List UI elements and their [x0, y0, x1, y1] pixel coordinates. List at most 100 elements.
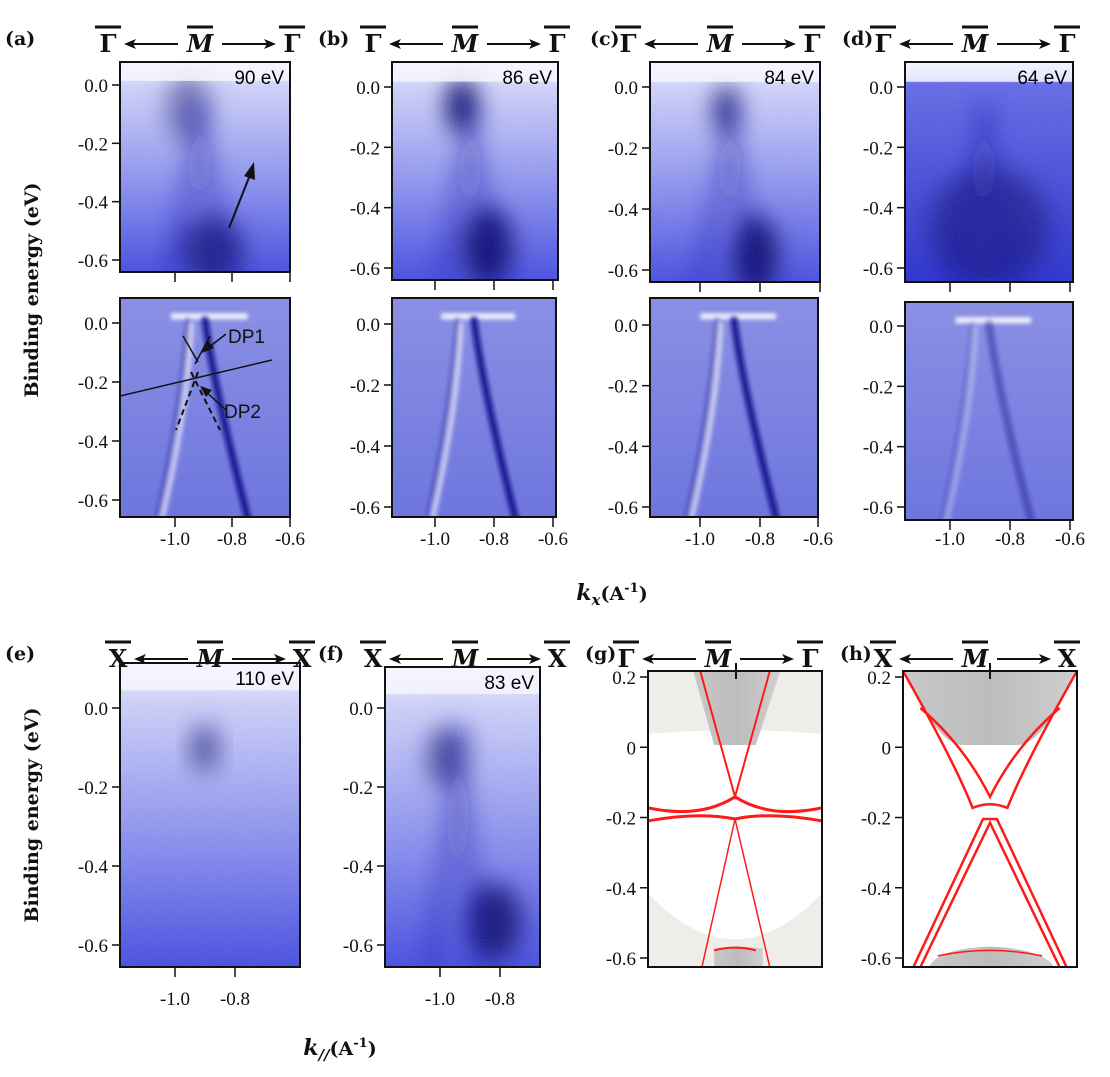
band-line: [426, 317, 460, 517]
x-tick-label: -0.6: [1055, 529, 1085, 550]
panel-d2: 0.0 -0.2 -0.4 -0.6 -1.0 -0.8 -0.6: [863, 301, 1085, 550]
panel-image: [392, 62, 558, 280]
kpar-axis-label: k//(A-1): [303, 1035, 376, 1064]
y-tick-label: -0.2: [343, 778, 373, 799]
y-tick-label: 0: [882, 738, 892, 759]
panel-frame: [119, 61, 291, 273]
arrow-right-icon: [1039, 654, 1051, 664]
y-tick-label: 0.0: [84, 314, 108, 335]
panel-frame: [904, 61, 1074, 283]
panel-frame: [649, 297, 819, 518]
path-start-label: X: [364, 644, 383, 673]
kx-axis-label: kx(A-1): [576, 580, 647, 609]
surface-bands: [903, 671, 1077, 967]
path-end-label: X: [1058, 644, 1077, 673]
y-tick-label: 0.2: [867, 668, 891, 689]
band-line: [919, 707, 1061, 800]
y-tick-label: -0.2: [608, 139, 638, 160]
path-middle-label: M: [961, 29, 990, 58]
fermi-edge-highlight: [700, 313, 776, 320]
y-tick-label: -0.4: [863, 438, 894, 459]
y-tick-label: -0.4: [78, 432, 109, 453]
y-tick-label: -0.6: [78, 491, 108, 512]
photon-energy-label: 84 eV: [764, 68, 814, 89]
fermi-edge-highlight: [171, 313, 248, 320]
panel-image: [648, 671, 822, 967]
arrow-right-icon: [782, 654, 794, 664]
panel-image: [905, 302, 1073, 520]
dp1-arrow-icon: [202, 341, 214, 353]
arrow-left-icon: [899, 654, 911, 664]
path-end-label: Γ: [801, 644, 818, 673]
panel-image: [650, 298, 818, 517]
dp2-label: DP2: [224, 402, 261, 423]
y-tick-label: -0.2: [350, 138, 380, 159]
k-close: ): [368, 1038, 377, 1060]
x-tick-label: -1.0: [425, 989, 455, 1010]
band-line: [903, 671, 1077, 810]
panel-image: [120, 663, 300, 967]
path-middle-label: M: [186, 29, 215, 58]
y-tick-label: -0.6: [78, 251, 108, 272]
path-middle-label: M: [451, 29, 480, 58]
path-start-label: Γ: [99, 29, 116, 58]
bulk-valence-band: [714, 946, 763, 967]
x-tick-label: -0.8: [479, 529, 509, 550]
panel-h: 0.2 0 -0.2 -0.4 -0.6 (h): [840, 643, 1078, 970]
panel-c: 0.0 -0.2 -0.4 -0.6 84 eV (c): [590, 28, 821, 292]
panel-image: [905, 62, 1073, 282]
path-middle-label: M: [706, 29, 735, 58]
y-tick-label: 0.0: [84, 76, 108, 97]
band-line: [919, 819, 1061, 967]
arrow-right-icon: [529, 654, 541, 664]
y-tick-label: -0.6: [608, 261, 638, 282]
panel-d: 0.0 -0.2 -0.4 -0.6 64 eV (d): [842, 28, 1074, 292]
y-tick-label: -0.2: [861, 809, 891, 830]
path-start-label: Γ: [619, 29, 636, 58]
y-tick-label: -0.4: [863, 199, 894, 220]
arrow-right-icon: [1039, 39, 1051, 49]
noise-texture: [905, 62, 1073, 282]
band-lines: [426, 316, 519, 517]
panel-label: (h): [840, 643, 872, 665]
x-tick-label: -0.8: [220, 989, 250, 1010]
y-tick-label: 0.0: [869, 317, 893, 338]
x-tick-label: -0.8: [995, 529, 1025, 550]
y-axis-label: Binding energy (eV): [21, 182, 43, 397]
panel-a: 0.0 -0.2 -0.4 -0.6 90 eV (a): [5, 28, 291, 282]
y-tick-label: 0.0: [349, 699, 373, 720]
y-tick-label: -0.2: [608, 377, 638, 398]
panel-frame: [391, 61, 559, 281]
panel-label: (e): [5, 643, 35, 665]
k-exponent: -1: [624, 581, 638, 596]
y-tick-label: -0.4: [350, 437, 381, 458]
noise-texture: [385, 667, 540, 967]
y-tick-label: -0.6: [606, 949, 636, 970]
band-lines: [684, 316, 780, 517]
y-tick-label: -0.2: [606, 809, 636, 830]
dp1-lines: [119, 335, 273, 397]
k-unit: (A: [601, 583, 625, 605]
figure-content: 0.0 -0.2 -0.4 -0.6 90 eV (a) Γ M Γ 0.0 -0.2 -0.4 -0.…: [5, 25, 1085, 1064]
arrow-left-icon: [134, 654, 146, 664]
x-tick-label: -0.6: [275, 529, 305, 550]
y-tick-label: -0.6: [350, 259, 380, 280]
panel-label: (g): [585, 643, 616, 665]
photon-energy-label: 90 eV: [234, 68, 284, 89]
photon-energy-label: 83 eV: [484, 673, 534, 694]
x-tick-label: -0.6: [803, 529, 833, 550]
y-tick-label: 0.0: [356, 78, 380, 99]
x-tick-label: -0.8: [217, 529, 247, 550]
y-tick-label: 0.0: [614, 78, 638, 99]
y-tick-label: -0.4: [343, 857, 374, 878]
y-tick-label: -0.2: [78, 778, 108, 799]
y-tick-label: -0.2: [350, 376, 380, 397]
panel-frame: [649, 61, 821, 283]
k-symbol: k: [303, 1035, 318, 1061]
path-end-label: X: [293, 644, 312, 673]
panel-frame: [384, 666, 541, 968]
